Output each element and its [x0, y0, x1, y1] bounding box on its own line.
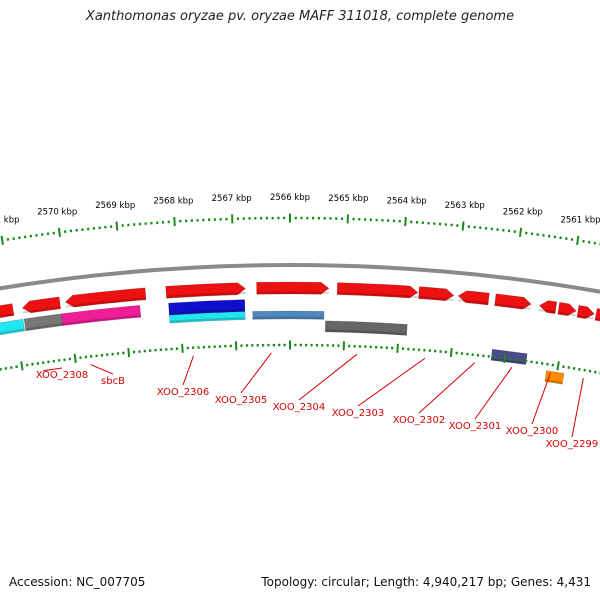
- feature-shade: [494, 303, 531, 310]
- gene-feature: [256, 281, 330, 295]
- feature-shade: [25, 323, 63, 331]
- outer-ruler: [0, 213, 600, 246]
- genome-backbone: [0, 263, 600, 294]
- label-leader: [240, 352, 272, 394]
- inner-major-tick: [556, 361, 560, 371]
- feature-shade: [62, 314, 141, 326]
- label-leader: [43, 367, 63, 372]
- label-leader: [474, 367, 513, 420]
- ruler-label: 2565 kbp: [328, 194, 368, 204]
- ruler-label: 2568 kbp: [153, 197, 193, 207]
- feature-shade: [595, 317, 600, 321]
- gene-label: XOO_2306: [157, 387, 209, 398]
- gene-labels: XOO_2308 sbcB XOO_2306 XOO_2305 XOO_2304 XOO_…: [36, 370, 598, 450]
- gene-feature: [60, 305, 142, 326]
- gene-label: XOO_2308: [36, 370, 88, 381]
- topology-summary: Topology: circular; Length: 4,940,217 bp…: [261, 575, 591, 589]
- gene-label: XOO_2302: [393, 415, 445, 426]
- ruler-label: 2564 kbp: [387, 197, 427, 207]
- label-leader: [298, 353, 358, 401]
- label-leader: [418, 362, 475, 414]
- feature-shade: [166, 292, 246, 298]
- ruler-label: 2561 kbp: [561, 216, 600, 226]
- inner-ruler: [0, 340, 600, 375]
- gene-label: XOO_2305: [215, 395, 267, 406]
- major-tick: [461, 221, 465, 231]
- feature-shade: [65, 297, 147, 308]
- feature-shade: [544, 379, 563, 384]
- gene-feature: [0, 303, 15, 319]
- feature-shade: [0, 312, 14, 318]
- feature-shade: [337, 292, 418, 299]
- gene-label: sbcB: [101, 376, 125, 387]
- gene-feature: [557, 301, 577, 316]
- gene-feature: [21, 296, 61, 314]
- gene-feature: [538, 300, 558, 315]
- ruler-label: 2569 kbp: [95, 201, 135, 211]
- major-tick: [173, 217, 176, 227]
- gene-label: XOO_2300: [506, 426, 558, 437]
- ruler-label: 2570 kbp: [37, 207, 77, 217]
- ruler-label: 2563 kbp: [445, 201, 485, 211]
- feature-shade: [418, 296, 454, 301]
- gene-feature: [490, 348, 528, 365]
- feature-shade: [325, 329, 407, 335]
- inner-major-tick: [127, 347, 131, 358]
- gene-feature: [457, 290, 490, 306]
- inner-major-tick: [20, 361, 24, 371]
- inner-major-tick: [73, 353, 77, 363]
- feature-shade: [22, 306, 61, 314]
- feature-shade: [577, 314, 594, 320]
- feature-shade: [169, 317, 246, 323]
- gene-label: XOO_2299: [546, 439, 598, 450]
- gene-label: XOO_2303: [332, 408, 384, 419]
- gene-label: XOO_2304: [273, 402, 325, 413]
- feature-shade: [557, 311, 576, 317]
- major-tick: [576, 235, 580, 245]
- label-leader: [531, 372, 552, 425]
- gene-feature: [169, 311, 246, 324]
- gene-feature: [64, 287, 147, 308]
- accession-label: Accession: NC_007705: [9, 575, 146, 589]
- ruler-label: 2566 kbp: [270, 193, 310, 203]
- major-tick: [518, 227, 523, 237]
- label-leader: [90, 364, 114, 375]
- gene-label: XOO_2301: [449, 421, 501, 432]
- feature-shade: [491, 357, 527, 365]
- major-tick: [404, 217, 407, 227]
- gene-feature: [594, 308, 600, 322]
- gene-label-leaders: [43, 352, 584, 438]
- map-title: Xanthomonas oryzae pv. oryzae MAFF 31101…: [85, 9, 515, 24]
- major-tick: [0, 235, 4, 245]
- ruler-label: 2571 kbp: [0, 216, 19, 226]
- feature-shade: [457, 299, 489, 305]
- gene-feature: [165, 282, 247, 299]
- inner-major-tick: [449, 347, 453, 358]
- inner-major-tick: [503, 353, 507, 363]
- gene-feature: [336, 282, 419, 299]
- ruler-label: 2567 kbp: [212, 194, 252, 204]
- ruler-labels: 2571 kbp 2570 kbp 2569 kbp 2568 kbp 2567 kbp…: [0, 193, 600, 226]
- feature-shade: [0, 328, 25, 335]
- gene-feature: [576, 305, 595, 319]
- gene-feature: [324, 320, 408, 336]
- gene-feature: [494, 293, 532, 310]
- feature-tracks: [0, 281, 600, 385]
- gene-feature: [252, 310, 325, 320]
- inner-major-tick: [181, 343, 184, 353]
- label-leader: [182, 355, 195, 386]
- label-leader: [357, 357, 426, 407]
- label-leader: [571, 377, 584, 438]
- gene-feature: [418, 286, 455, 302]
- major-tick: [57, 227, 62, 237]
- major-tick: [115, 221, 119, 231]
- ruler-label: 2562 kbp: [503, 207, 543, 217]
- gene-feature: [0, 318, 26, 336]
- inner-major-tick: [396, 343, 399, 353]
- feature-shade: [538, 308, 556, 314]
- feature-shade: [169, 309, 245, 315]
